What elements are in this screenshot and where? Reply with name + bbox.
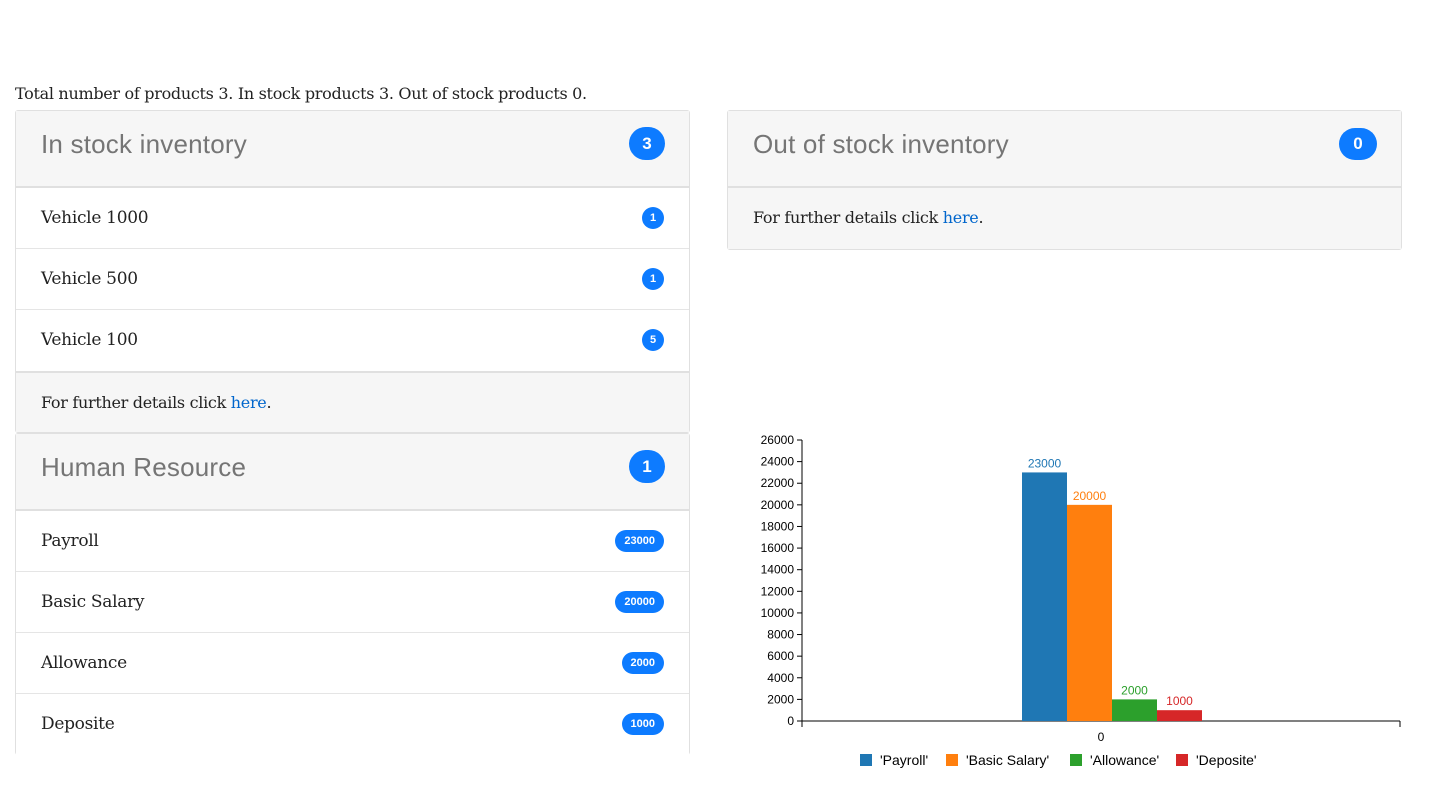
y-tick-label: 8000 (767, 628, 794, 642)
item-label: Basic Salary (41, 592, 145, 612)
legend-label: 'Basic Salary' (966, 752, 1049, 768)
y-tick-label: 22000 (761, 476, 795, 490)
legend-swatch (1176, 754, 1188, 766)
chart-bar (1022, 472, 1067, 721)
y-tick-label: 16000 (761, 541, 795, 555)
legend-label: 'Payroll' (880, 752, 928, 768)
hr-bar-chart: 0200040006000800010000120001400016000180… (761, 433, 1401, 768)
item-value-badge: 23000 (615, 530, 664, 552)
list-item[interactable]: Payroll 23000 (16, 511, 689, 572)
in-stock-panel: In stock inventory 3 Vehicle 1000 1 Vehi… (15, 110, 690, 433)
out-of-stock-footer: For further details click here. (728, 188, 1401, 249)
out-of-stock-title: Out of stock inventory (753, 129, 1009, 159)
item-value-badge: 1000 (621, 713, 664, 735)
in-stock-count-badge: 3 (629, 127, 665, 160)
bar-data-label: 2000 (1121, 683, 1148, 697)
y-tick-label: 26000 (761, 433, 795, 447)
chart-bar (1157, 710, 1202, 721)
y-tick-label: 4000 (767, 671, 794, 685)
bar-data-label: 23000 (1028, 456, 1062, 470)
y-tick-label: 6000 (767, 649, 794, 663)
human-resource-count-badge: 1 (629, 450, 665, 483)
chart-bar (1067, 504, 1112, 721)
y-tick-label: 18000 (761, 519, 795, 533)
y-tick-label: 2000 (767, 692, 794, 706)
item-label: Deposite (41, 714, 115, 734)
out-of-stock-count-badge: 0 (1339, 128, 1377, 160)
list-item[interactable]: Basic Salary 20000 (16, 572, 689, 633)
list-item[interactable]: Vehicle 100 5 (16, 310, 689, 371)
y-tick-label: 12000 (761, 584, 795, 598)
legend-label: 'Allowance' (1090, 752, 1159, 768)
out-of-stock-panel: Out of stock inventory 0 For further det… (727, 110, 1402, 250)
y-tick-label: 10000 (761, 606, 795, 620)
item-count-badge: 5 (642, 329, 664, 351)
item-value-badge: 2000 (621, 652, 664, 674)
in-stock-title: In stock inventory (41, 129, 247, 159)
item-count-badge: 1 (642, 207, 664, 229)
in-stock-details-link[interactable]: here (230, 393, 267, 412)
item-label: Vehicle 500 (41, 269, 138, 289)
legend-label: 'Deposite' (1196, 752, 1257, 768)
list-item[interactable]: Deposite 1000 (16, 694, 689, 755)
item-count-badge: 1 (642, 268, 664, 290)
out-of-stock-details-link[interactable]: here (942, 208, 979, 227)
in-stock-header: In stock inventory 3 (16, 111, 689, 188)
item-label: Payroll (41, 531, 99, 551)
in-stock-footer: For further details click here. (16, 371, 689, 432)
item-value-badge: 20000 (615, 591, 664, 613)
x-tick-label: 0 (1098, 730, 1105, 744)
legend-swatch (860, 754, 872, 766)
y-tick-label: 20000 (761, 498, 795, 512)
y-tick-label: 14000 (761, 563, 795, 577)
legend-swatch (946, 754, 958, 766)
y-tick-label: 0 (787, 714, 794, 728)
list-item[interactable]: Allowance 2000 (16, 633, 689, 694)
human-resource-title: Human Resource (41, 452, 247, 482)
list-item[interactable]: Vehicle 1000 1 (16, 188, 689, 249)
y-tick-label: 24000 (761, 455, 795, 469)
item-label: Allowance (41, 653, 127, 673)
chart-bar (1112, 699, 1157, 721)
bar-data-label: 1000 (1166, 694, 1193, 708)
list-item[interactable]: Vehicle 500 1 (16, 249, 689, 310)
item-label: Vehicle 1000 (41, 208, 149, 228)
legend-swatch (1070, 754, 1082, 766)
inventory-summary: Total number of products 3. In stock pro… (15, 84, 587, 103)
bar-data-label: 20000 (1073, 489, 1107, 503)
item-label: Vehicle 100 (41, 330, 138, 350)
out-of-stock-header: Out of stock inventory 0 (728, 111, 1401, 188)
human-resource-panel: Human Resource 1 Payroll 23000 Basic Sal… (15, 433, 690, 755)
human-resource-header: Human Resource 1 (16, 434, 689, 511)
